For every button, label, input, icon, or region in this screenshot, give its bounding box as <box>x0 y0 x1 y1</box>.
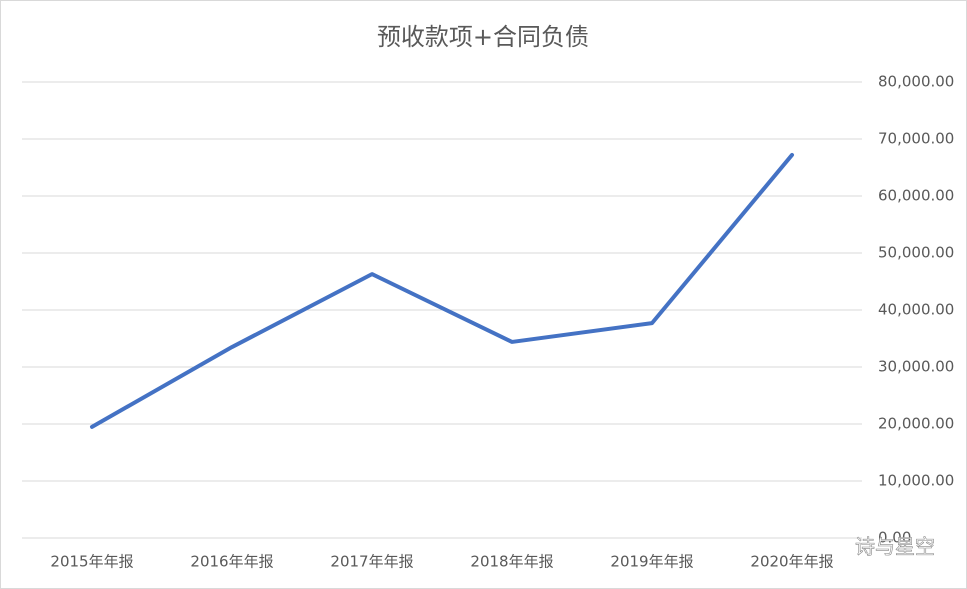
y-tick-label: 50,000.00 <box>878 244 954 262</box>
x-tick-label: 2015年年报 <box>50 553 133 571</box>
y-tick-label: 10,000.00 <box>878 472 954 490</box>
watermark: 诗与星空 <box>855 535 935 559</box>
x-tick-label: 2016年年报 <box>190 553 273 571</box>
x-tick-label: 2018年年报 <box>470 553 553 571</box>
y-tick-label: 80,000.00 <box>878 73 954 91</box>
y-tick-label: 0.00 <box>878 529 911 547</box>
line <box>90 152 794 429</box>
y-tick-label: 70,000.00 <box>878 130 954 148</box>
y-tick-label: 30,000.00 <box>878 358 954 376</box>
y-tick-label: 40,000.00 <box>878 301 954 319</box>
x-tick-label: 2020年年报 <box>750 553 833 571</box>
y-tick-label: 20,000.00 <box>878 415 954 433</box>
x-tick-label: 2019年年报 <box>610 553 693 571</box>
x-tick-label: 2017年年报 <box>330 553 413 571</box>
chart-title: 预收款项+合同负债 <box>377 23 589 51</box>
y-tick-label: 60,000.00 <box>878 187 954 205</box>
